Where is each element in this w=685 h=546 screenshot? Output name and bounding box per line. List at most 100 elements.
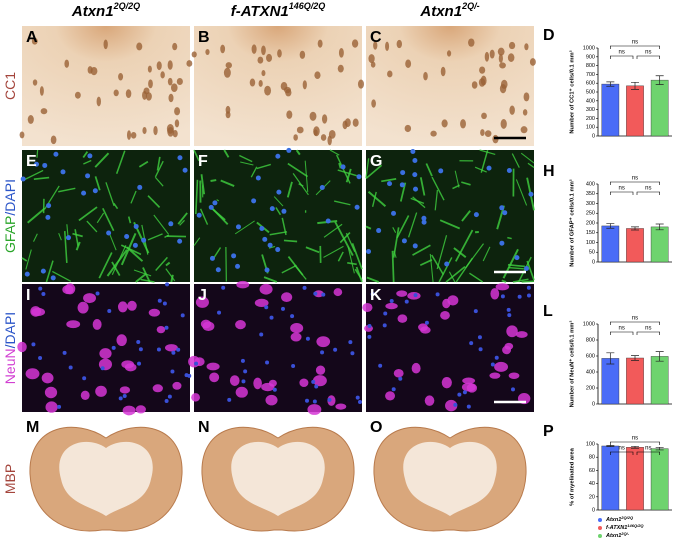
cell <box>225 62 232 69</box>
nucleus <box>60 169 66 175</box>
nucleus <box>138 347 143 352</box>
nucleus <box>350 351 355 356</box>
fiber <box>365 158 370 179</box>
nucleus <box>20 176 26 182</box>
significance-bracket <box>610 451 634 455</box>
nucleus <box>413 293 418 298</box>
bar <box>650 79 669 137</box>
nucleus <box>45 214 51 220</box>
fiber <box>220 179 235 187</box>
nucleus <box>107 308 112 313</box>
cell <box>32 79 38 86</box>
fiber <box>293 264 307 280</box>
nucleus <box>243 369 248 374</box>
neuron <box>45 401 58 413</box>
fiber <box>36 149 39 158</box>
row-label-part: /DAPI <box>2 179 18 216</box>
cell <box>64 59 70 68</box>
cell <box>156 61 162 71</box>
y-tick-label: 300 <box>586 107 595 113</box>
y-tick-label: 60 <box>589 468 595 474</box>
neuron <box>440 310 450 320</box>
nucleus <box>526 285 531 290</box>
significance-bracket <box>610 181 660 185</box>
nucleus <box>111 345 116 350</box>
nucleus <box>65 235 71 241</box>
fiber <box>334 200 351 206</box>
panel-letter: E <box>26 153 37 170</box>
fiber <box>223 149 230 158</box>
significance-label: ns <box>645 446 651 452</box>
cell <box>296 126 304 134</box>
fiber <box>111 261 121 276</box>
cell <box>220 44 226 54</box>
header-sup: 146Q/2Q <box>289 1 326 11</box>
column-header: Atxn12Q/2Q <box>71 1 140 20</box>
neuron <box>209 372 220 383</box>
fiber <box>439 219 461 230</box>
nucleus <box>53 151 59 157</box>
nucleus <box>333 347 338 352</box>
y-tick-label: 50 <box>589 250 595 256</box>
cell <box>261 70 266 77</box>
nucleus <box>262 236 268 242</box>
cell <box>249 78 256 87</box>
row-label-part: GFAP <box>2 216 18 253</box>
y-tick-label: 400 <box>586 369 595 375</box>
error-bar <box>606 352 615 365</box>
nucleus <box>227 397 232 402</box>
nucleus <box>494 355 499 360</box>
cell <box>404 124 412 133</box>
fiber <box>120 244 142 256</box>
nucleus <box>156 347 161 352</box>
fiber <box>25 249 32 270</box>
nucleus <box>31 342 36 347</box>
cell <box>286 110 293 119</box>
panel-letter: M <box>26 419 39 436</box>
y-tick-label: 0 <box>592 507 595 513</box>
neuron <box>393 368 404 378</box>
neuron <box>442 298 451 309</box>
cell <box>446 50 452 57</box>
panel-letter: D <box>543 27 555 44</box>
row-label-part: NeuN <box>2 348 18 384</box>
nucleus <box>305 398 310 403</box>
row-label: GFAP/DAPI <box>2 179 18 253</box>
nucleus <box>255 175 261 181</box>
fiber <box>193 149 200 162</box>
neuron <box>253 377 262 390</box>
cell <box>484 130 492 137</box>
nucleus <box>469 341 474 346</box>
fiber <box>436 235 448 270</box>
neuron <box>124 363 137 372</box>
fiber <box>135 272 147 283</box>
nucleus <box>457 392 462 397</box>
cell <box>321 114 328 124</box>
significance-label: ns <box>632 316 638 322</box>
y-tick-label: 700 <box>586 72 595 78</box>
neuron <box>116 334 127 347</box>
nucleus <box>528 191 534 197</box>
neuron <box>164 344 178 352</box>
cell <box>168 93 174 103</box>
nucleus <box>412 158 418 164</box>
y-axis-label: % of myelinated area <box>570 447 576 505</box>
cell <box>205 49 210 56</box>
nucleus <box>137 361 142 366</box>
nucleus <box>92 188 98 194</box>
bar <box>650 226 669 263</box>
nucleus <box>382 323 387 328</box>
cell <box>126 130 132 140</box>
legend-sup: 2Q/2Q <box>620 515 634 520</box>
cell <box>170 83 178 92</box>
nucleus <box>157 298 162 303</box>
neuron <box>397 314 408 323</box>
nucleus <box>68 365 73 370</box>
fiber <box>365 225 372 230</box>
neuron <box>41 372 54 384</box>
error-bar <box>606 444 615 447</box>
bar <box>601 358 620 405</box>
nucleus <box>506 167 512 173</box>
neuron <box>92 319 102 330</box>
fiber <box>329 149 340 156</box>
